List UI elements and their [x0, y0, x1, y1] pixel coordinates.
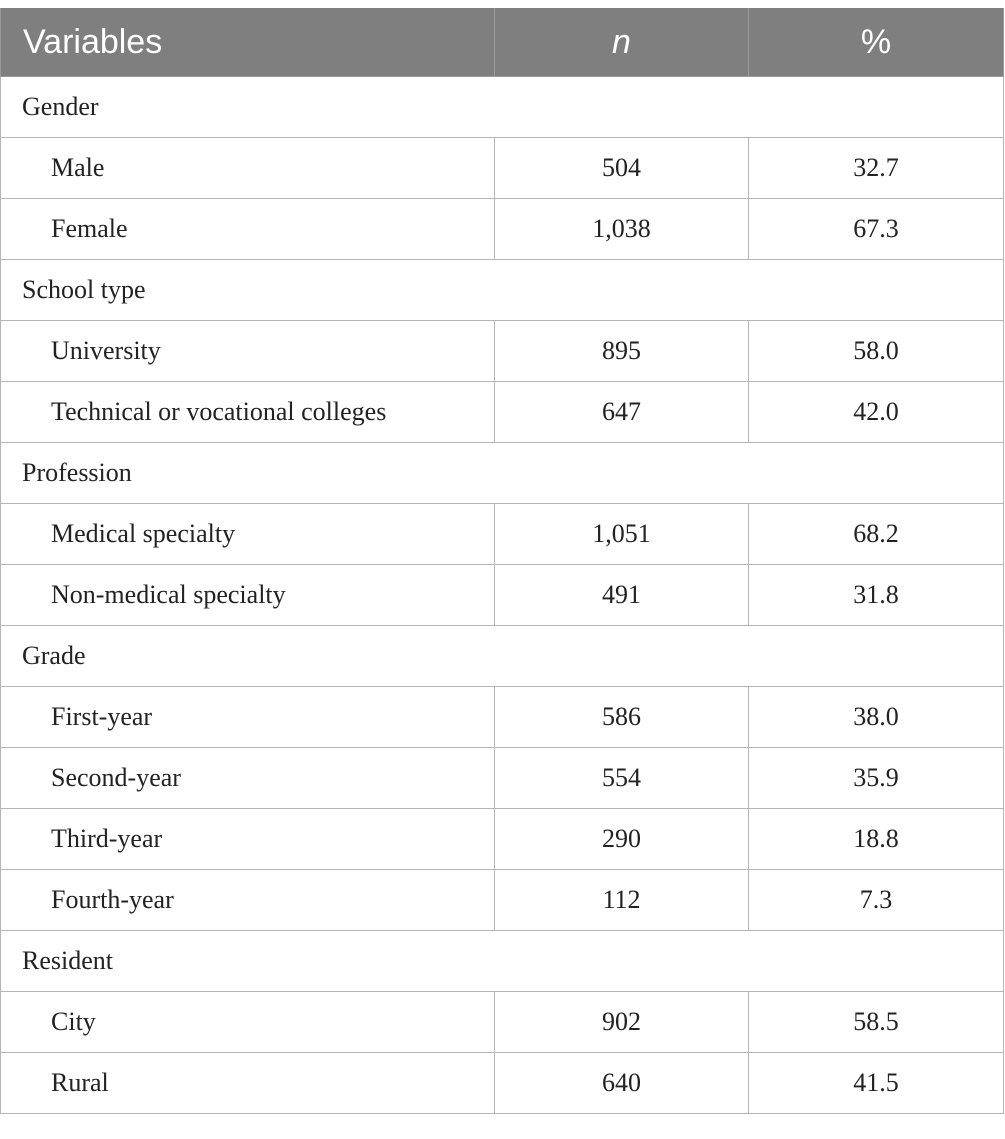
row-label: Male — [0, 137, 495, 199]
row-percent: 58.0 — [748, 320, 1004, 382]
group-row-gender: Gender — [0, 76, 1004, 138]
row-label: Third-year — [0, 808, 495, 870]
row-label: Non-medical specialty — [0, 564, 495, 626]
header-row: Variables n % — [0, 8, 1004, 77]
row-percent: 32.7 — [748, 137, 1004, 199]
row-label: Fourth-year — [0, 869, 495, 931]
row-n: 1,051 — [494, 503, 749, 565]
row-percent: 38.0 — [748, 686, 1004, 748]
row-percent: 35.9 — [748, 747, 1004, 809]
row-percent: 67.3 — [748, 198, 1004, 260]
table-row: Medical specialty 1,051 68.2 — [0, 503, 1004, 565]
row-percent: 7.3 — [748, 869, 1004, 931]
row-percent: 18.8 — [748, 808, 1004, 870]
group-label: School type — [0, 259, 1004, 321]
row-n: 640 — [494, 1052, 749, 1114]
row-n: 1,038 — [494, 198, 749, 260]
group-label: Profession — [0, 442, 1004, 504]
row-label: Medical specialty — [0, 503, 495, 565]
table-row: Second-year 554 35.9 — [0, 747, 1004, 809]
table-row: Technical or vocational colleges 647 42.… — [0, 381, 1004, 443]
table-row: University 895 58.0 — [0, 320, 1004, 382]
row-n: 504 — [494, 137, 749, 199]
row-percent: 58.5 — [748, 991, 1004, 1053]
demographics-table: Variables n % Gender Male 504 32.7 Femal… — [0, 8, 1004, 1114]
row-n: 112 — [494, 869, 749, 931]
group-row-resident: Resident — [0, 930, 1004, 992]
group-label: Gender — [0, 76, 1004, 138]
header-percent: % — [748, 8, 1004, 77]
table-row: Rural 640 41.5 — [0, 1052, 1004, 1114]
table-row: First-year 586 38.0 — [0, 686, 1004, 748]
table-row: Female 1,038 67.3 — [0, 198, 1004, 260]
row-percent: 68.2 — [748, 503, 1004, 565]
table-row: Male 504 32.7 — [0, 137, 1004, 199]
table-row: Third-year 290 18.8 — [0, 808, 1004, 870]
table-row: Non-medical specialty 491 31.8 — [0, 564, 1004, 626]
header-n: n — [494, 8, 749, 77]
group-label: Grade — [0, 625, 1004, 687]
row-n: 491 — [494, 564, 749, 626]
row-percent: 31.8 — [748, 564, 1004, 626]
group-row-profession: Profession — [0, 442, 1004, 504]
table-header: Variables n % — [0, 8, 1004, 77]
row-percent: 41.5 — [748, 1052, 1004, 1114]
table-body: Gender Male 504 32.7 Female 1,038 67.3 S… — [0, 76, 1004, 1114]
row-label: City — [0, 991, 495, 1053]
row-label: University — [0, 320, 495, 382]
table-row: Fourth-year 112 7.3 — [0, 869, 1004, 931]
row-label: Rural — [0, 1052, 495, 1114]
table-row: City 902 58.5 — [0, 991, 1004, 1053]
row-n: 290 — [494, 808, 749, 870]
row-label: First-year — [0, 686, 495, 748]
row-percent: 42.0 — [748, 381, 1004, 443]
row-n: 586 — [494, 686, 749, 748]
group-row-grade: Grade — [0, 625, 1004, 687]
group-label: Resident — [0, 930, 1004, 992]
group-row-school-type: School type — [0, 259, 1004, 321]
row-n: 647 — [494, 381, 749, 443]
row-label: Technical or vocational colleges — [0, 381, 495, 443]
row-label: Female — [0, 198, 495, 260]
row-n: 554 — [494, 747, 749, 809]
row-n: 895 — [494, 320, 749, 382]
header-variables: Variables — [0, 8, 495, 77]
row-n: 902 — [494, 991, 749, 1053]
row-label: Second-year — [0, 747, 495, 809]
